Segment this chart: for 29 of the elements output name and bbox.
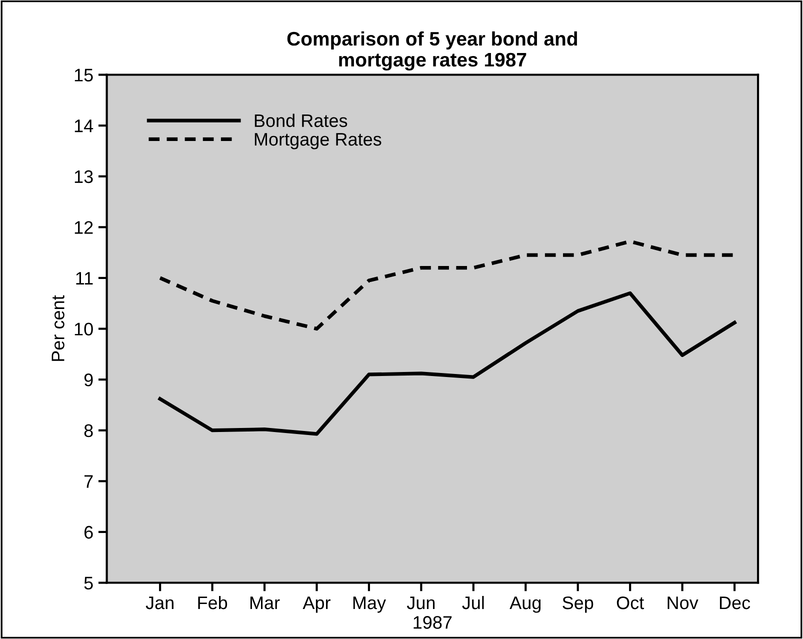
x-tick-label: Feb [198,596,228,610]
y-tick-label: 7 [84,475,93,488]
x-axis-title: 1987 [414,616,452,629]
x-tick-label: Mar [250,596,280,610]
y-tick-label: 13 [74,170,93,184]
y-tick-label: 6 [84,526,93,539]
x-tick-label: Jan [146,596,174,610]
x-tick-label: Dec [720,596,750,610]
line-series [158,291,736,436]
y-tick-label: 9 [84,374,93,386]
x-tick-label: May [353,596,386,613]
x-tick-label: Sep [562,596,594,613]
chart-title: Comparison of 5 year bond and mortgage rates 1987 [287,31,577,71]
legend-label: Bond Rates [254,114,348,128]
y-tick-label: 11 [76,272,93,285]
y-tick-label: 10 [74,322,93,336]
y-tick-label: 8 [84,424,93,438]
y-tick-label: 14 [74,120,94,132]
x-tick-label: Jun [406,596,435,610]
x-tick-label: Nov [668,596,698,610]
y-tick-label: 5 [84,576,93,590]
x-tick-label: Aug [510,596,541,613]
x-tick-label: Apr [302,596,330,613]
x-tick-label: Jul [462,596,484,610]
legend-label: Mortgage Rates [254,133,382,150]
y-tick-label: 12 [74,221,93,234]
y-tick-label: 15 [74,68,93,82]
x-tick-label: Oct [616,596,644,610]
y-axis-title: Per cent [52,295,64,361]
